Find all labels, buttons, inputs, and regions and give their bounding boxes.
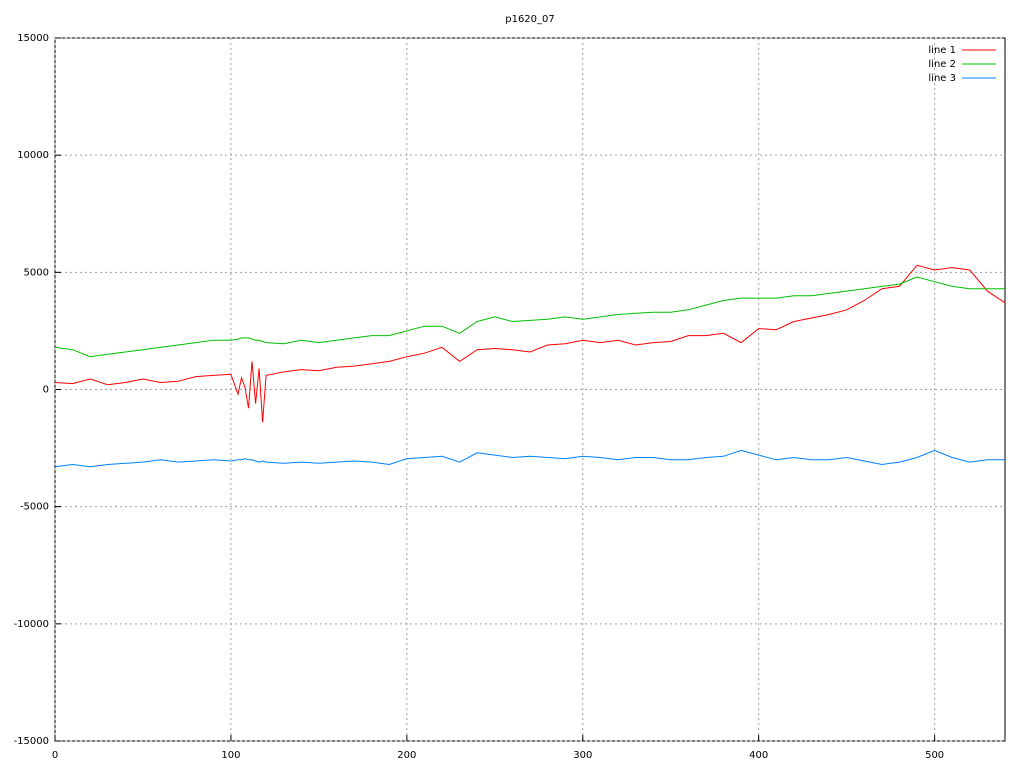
x-tick-label: 200 [397,750,416,761]
y-tick-label: -10000 [14,619,49,630]
chart-title: p1620_07 [505,14,555,25]
y-tick-label: 5000 [24,267,49,278]
x-tick-label: 100 [221,750,240,761]
data-line [54,276,1005,358]
data-line [54,264,1006,423]
y-tick-label: 15000 [17,33,49,44]
legend-label: line 2 [928,59,956,70]
y-tick-label: 0 [43,385,49,396]
x-tick-label: 500 [925,750,944,761]
data-line [54,449,1005,468]
x-tick-label: 400 [749,750,768,761]
y-tick-label: -15000 [14,736,49,747]
legend-label: line 1 [928,45,956,56]
legend-label: line 3 [928,73,956,84]
x-tick-label: 0 [52,750,58,761]
y-tick-label: 10000 [17,150,49,161]
y-tick-label: -5000 [20,502,49,513]
x-tick-label: 300 [573,750,592,761]
